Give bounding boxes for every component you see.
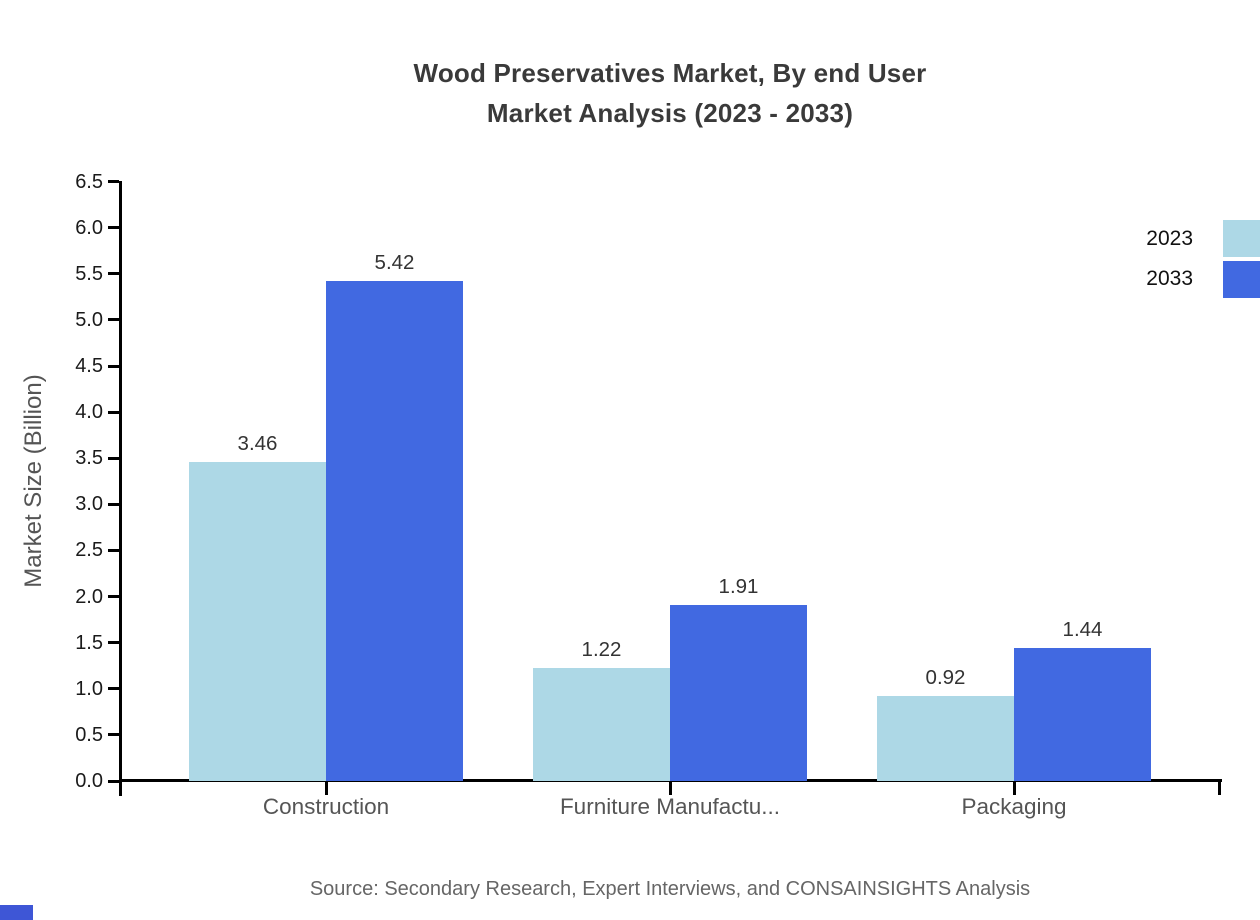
y-tick-label: 1.5 <box>75 631 103 654</box>
bar-2023 <box>877 696 1014 781</box>
x-tick-mark <box>324 782 328 795</box>
y-tick-mark <box>108 687 119 691</box>
y-tick-label: 0.0 <box>75 770 103 792</box>
category-label: Construction <box>262 794 390 819</box>
chart-title-line2: Market Analysis (2023 - 2033) <box>486 98 854 128</box>
y-tick-label: 0.5 <box>75 723 103 746</box>
bar-2033 <box>670 604 807 781</box>
y-tick-mark <box>108 641 119 645</box>
bar-value-label: 3.46 <box>237 431 278 455</box>
y-tick-label: 3.0 <box>75 493 103 516</box>
bar-value-label: 5.42 <box>374 251 415 275</box>
bar-2023 <box>189 461 326 781</box>
y-tick-mark <box>108 456 119 460</box>
y-tick-mark <box>108 180 119 184</box>
y-tick-mark <box>108 364 119 368</box>
y-axis-line <box>119 181 122 796</box>
y-tick-mark <box>108 502 119 506</box>
bar-value-label: 1.22 <box>581 638 622 662</box>
y-tick-label: 2.0 <box>75 585 103 608</box>
legend-swatch <box>1223 220 1260 257</box>
y-tick-mark <box>108 318 119 322</box>
bar-2023 <box>533 668 670 781</box>
legend-label: 2023 <box>1146 226 1193 250</box>
legend-swatch <box>1223 260 1260 298</box>
category-label: Packaging <box>961 794 1067 819</box>
bar-value-label: 1.91 <box>718 574 759 598</box>
y-tick-mark <box>108 733 119 737</box>
y-tick-label: 3.5 <box>75 447 103 470</box>
y-tick-label: 2.5 <box>75 539 103 562</box>
y-tick-mark <box>108 595 119 599</box>
y-tick-mark <box>108 779 119 783</box>
bar-2033 <box>326 281 463 781</box>
y-tick-mark <box>108 410 119 414</box>
y-tick-mark <box>108 226 119 230</box>
x-tick-mark <box>668 782 672 795</box>
source-note: Source: Secondary Research, Expert Inter… <box>309 878 1031 900</box>
bar-2033 <box>1014 648 1151 781</box>
chart-title-line1: Wood Preservatives Market, By end User <box>413 58 927 88</box>
y-tick-label: 4.0 <box>75 401 103 424</box>
bar-value-label: 0.92 <box>925 666 966 690</box>
y-tick-label: 1.0 <box>75 677 103 700</box>
x-tick-mark <box>1012 782 1016 795</box>
y-tick-label: 5.0 <box>75 308 103 331</box>
y-tick-label: 6.0 <box>75 216 103 239</box>
y-tick-mark <box>108 548 119 552</box>
y-tick-label: 5.5 <box>75 262 103 285</box>
x-axis-end-tick <box>1218 782 1221 795</box>
y-tick-mark <box>108 272 119 276</box>
corner-brand-mark <box>0 905 33 920</box>
chart-title: Wood Preservatives Market, By end User M… <box>80 53 1260 133</box>
legend-item-2023: 2023 <box>1146 220 1260 257</box>
y-tick-label: 4.5 <box>75 355 103 377</box>
category-label: Furniture Manufactu... <box>559 794 781 819</box>
legend-label: 2033 <box>1146 267 1193 290</box>
y-tick-label: 6.5 <box>75 170 103 193</box>
legend-item-2033: 2033 <box>1146 260 1260 298</box>
bar-value-label: 1.44 <box>1062 618 1103 642</box>
